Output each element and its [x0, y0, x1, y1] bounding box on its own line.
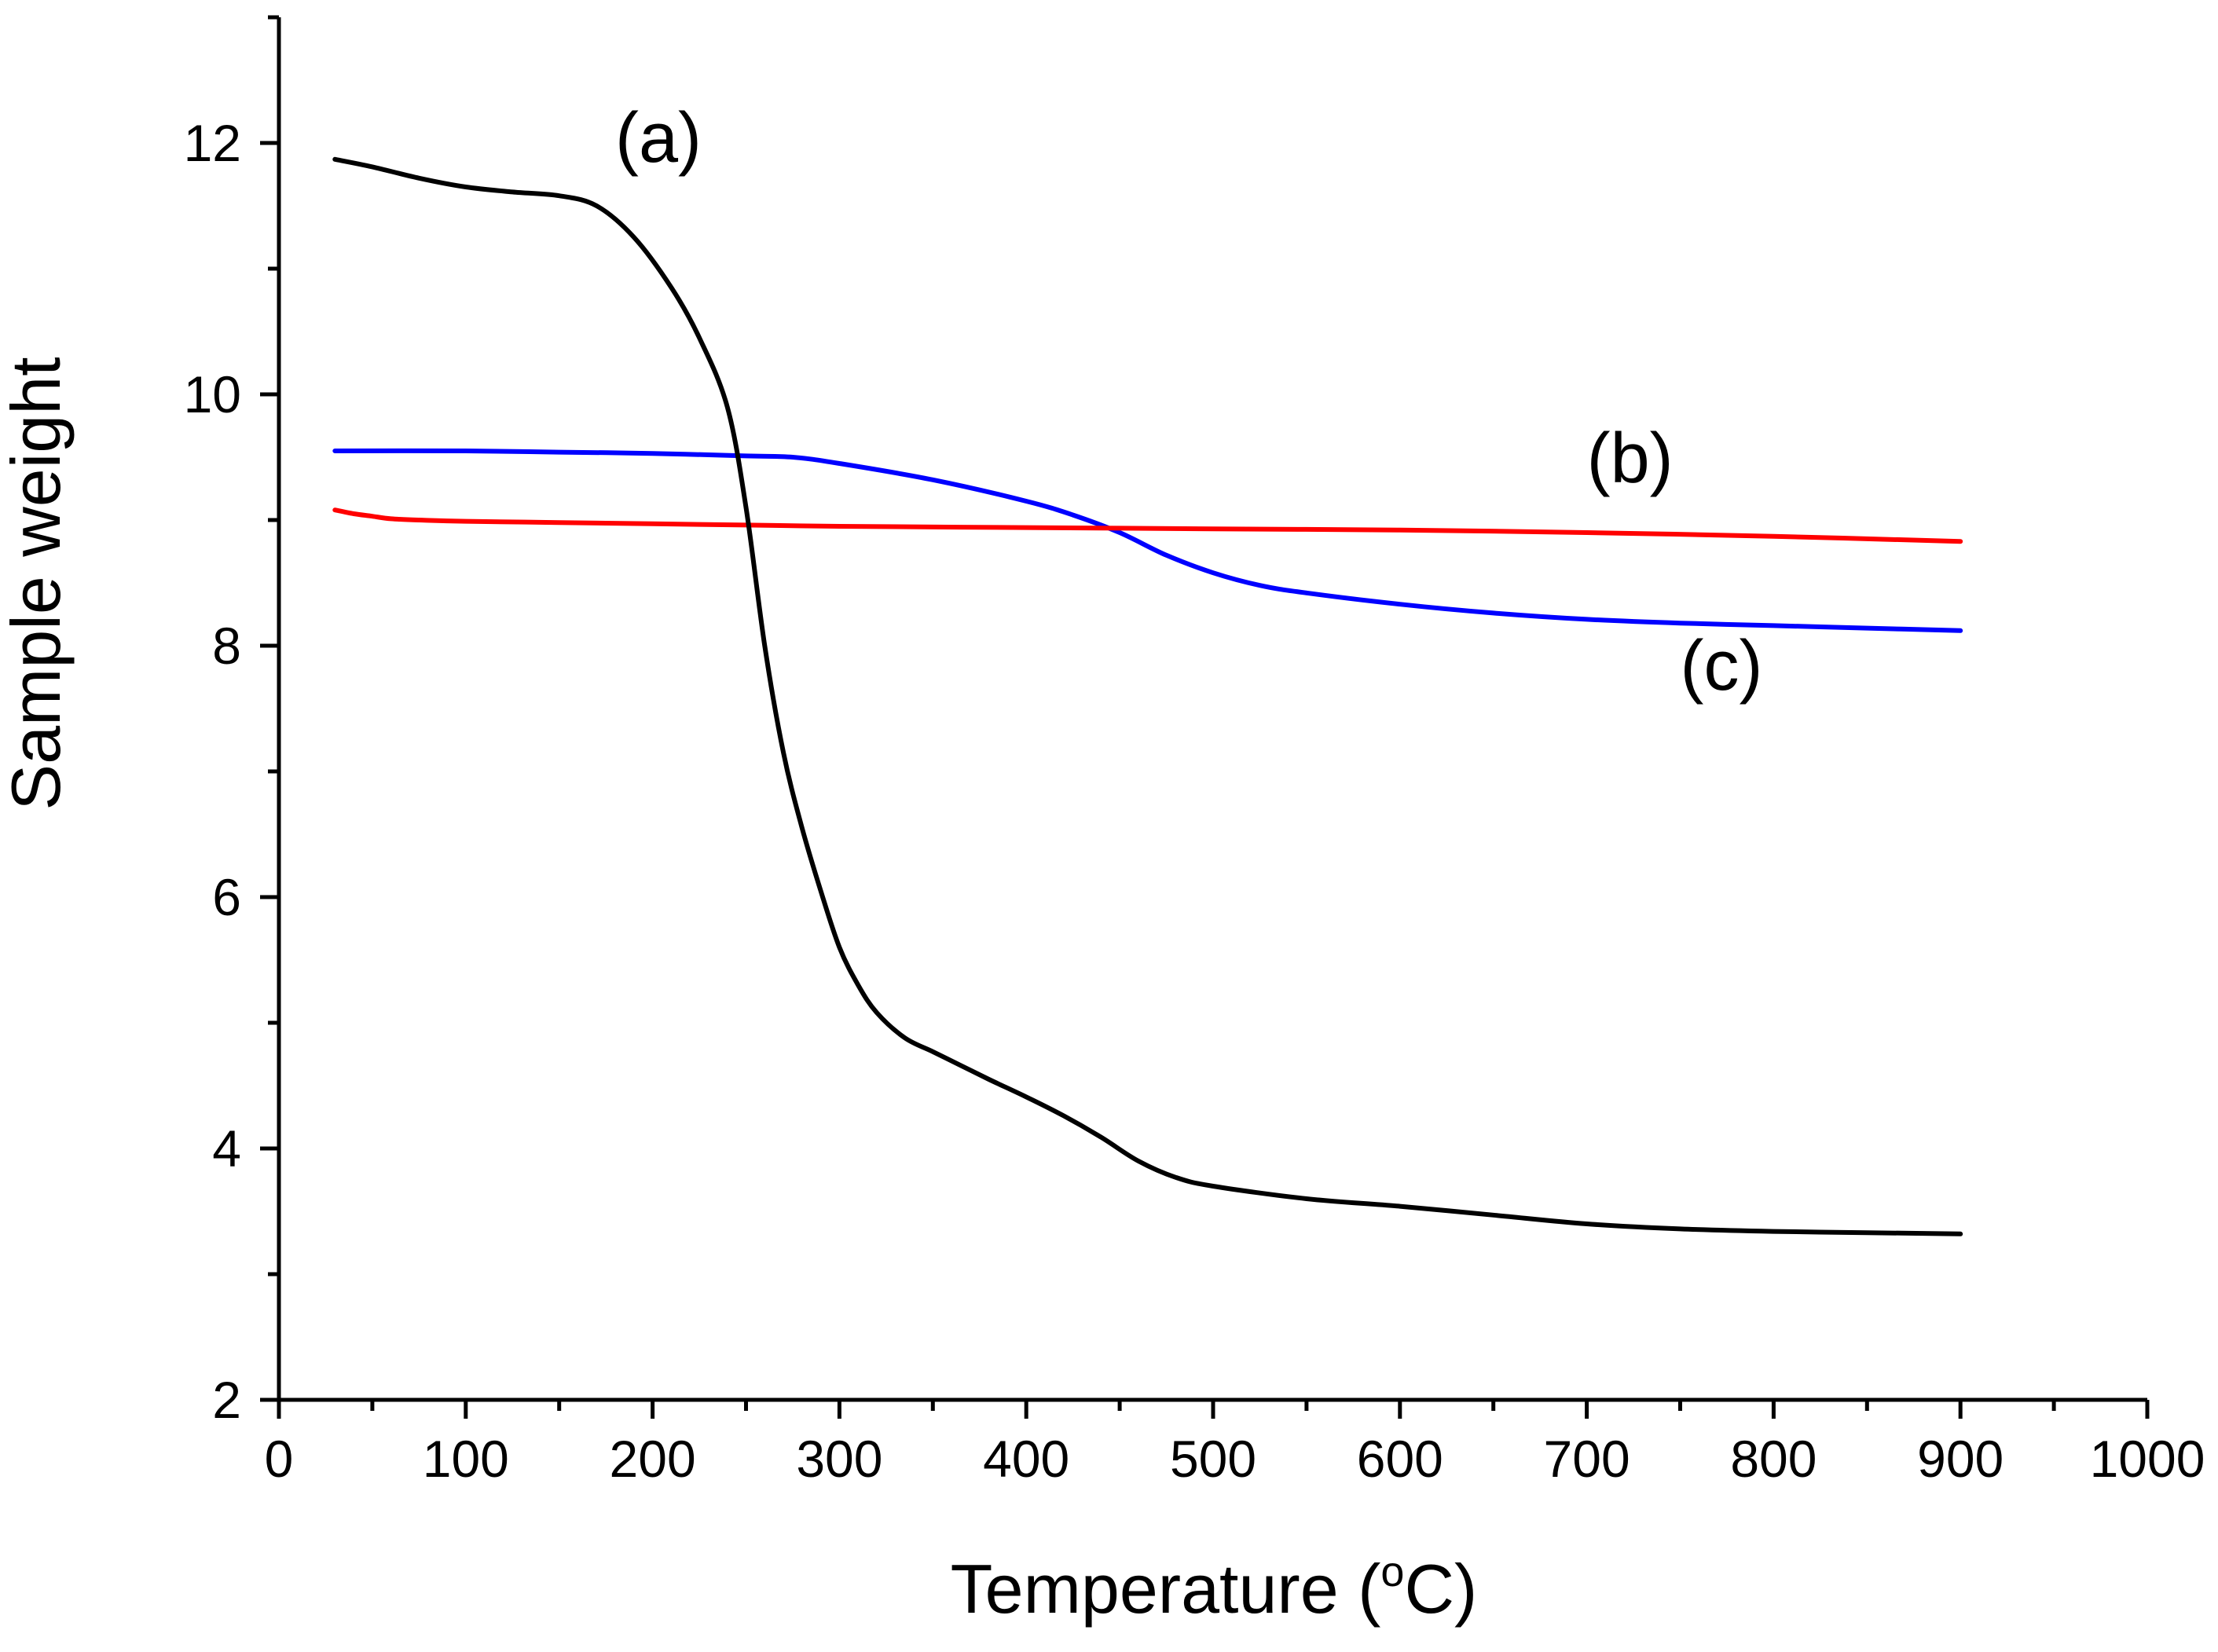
y-tick-label: 10	[184, 365, 241, 423]
ticks-layer: 0 100 200 300 400 500 600 700 800 900 1000 2 4 6 8 10 12	[184, 15, 2205, 1488]
x-tick-label: 700	[1544, 1430, 1630, 1488]
series-line-b	[332, 507, 1963, 544]
labels-layer: (a) (b) (c)	[615, 99, 1762, 705]
series-layer	[332, 156, 1963, 1236]
y-tick-label: 4	[212, 1119, 241, 1178]
y-tick-label: 2	[212, 1371, 241, 1429]
series-line-c	[332, 448, 1963, 633]
x-tick-label: 1000	[2090, 1430, 2205, 1488]
y-tick-label: 8	[212, 617, 241, 675]
series-line-a	[332, 156, 1963, 1236]
series-label-c: (c)	[1681, 627, 1763, 705]
y-tick-label: 6	[212, 868, 241, 926]
y-axis-title: Sample weight	[0, 357, 75, 810]
y-tick-label: 12	[184, 114, 241, 172]
x-tick-label: 300	[796, 1430, 882, 1488]
x-tick-label: 900	[1917, 1430, 2004, 1488]
axes-layer	[277, 17, 2147, 1402]
x-axis-title: Temperature (oC)	[951, 1548, 1478, 1628]
x-tick-label: 500	[1170, 1430, 1256, 1488]
x-tick-label: 0	[265, 1430, 294, 1488]
x-tick-label: 200	[610, 1430, 696, 1488]
series-label-b: (b)	[1587, 419, 1674, 498]
series-label-a: (a)	[615, 99, 702, 178]
x-tick-label: 600	[1357, 1430, 1443, 1488]
x-tick-label: 100	[423, 1430, 509, 1488]
x-tick-label: 400	[983, 1430, 1069, 1488]
x-tick-label: 800	[1730, 1430, 1817, 1488]
